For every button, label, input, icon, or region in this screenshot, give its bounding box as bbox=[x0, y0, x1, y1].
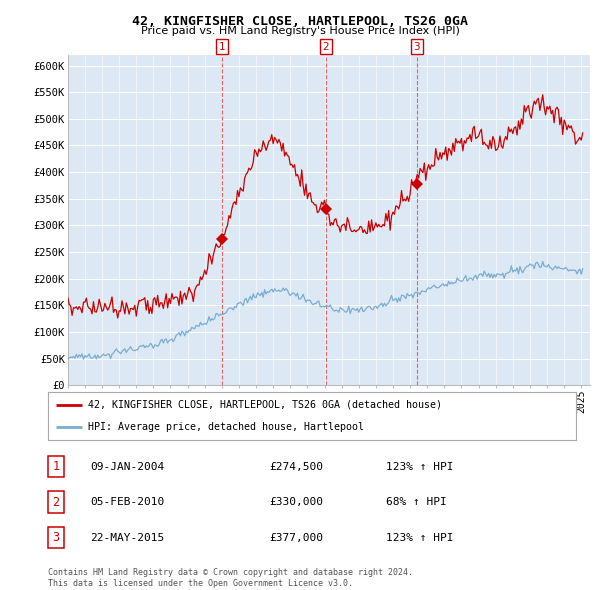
Text: £377,000: £377,000 bbox=[270, 533, 324, 543]
Text: 123% ↑ HPI: 123% ↑ HPI bbox=[386, 461, 454, 471]
Text: 3: 3 bbox=[52, 531, 59, 544]
Text: Price paid vs. HM Land Registry's House Price Index (HPI): Price paid vs. HM Land Registry's House … bbox=[140, 26, 460, 36]
Text: £274,500: £274,500 bbox=[270, 461, 324, 471]
Text: £330,000: £330,000 bbox=[270, 497, 324, 507]
Text: 2: 2 bbox=[52, 496, 59, 509]
Text: 3: 3 bbox=[413, 41, 420, 51]
Text: This data is licensed under the Open Government Licence v3.0.: This data is licensed under the Open Gov… bbox=[48, 579, 353, 588]
Text: 2: 2 bbox=[323, 41, 329, 51]
Text: 123% ↑ HPI: 123% ↑ HPI bbox=[386, 533, 454, 543]
Text: 42, KINGFISHER CLOSE, HARTLEPOOL, TS26 0GA (detached house): 42, KINGFISHER CLOSE, HARTLEPOOL, TS26 0… bbox=[88, 400, 442, 410]
Text: 42, KINGFISHER CLOSE, HARTLEPOOL, TS26 0GA: 42, KINGFISHER CLOSE, HARTLEPOOL, TS26 0… bbox=[132, 15, 468, 28]
Text: HPI: Average price, detached house, Hartlepool: HPI: Average price, detached house, Hart… bbox=[88, 422, 364, 432]
Text: Contains HM Land Registry data © Crown copyright and database right 2024.: Contains HM Land Registry data © Crown c… bbox=[48, 568, 413, 576]
Text: 05-FEB-2010: 05-FEB-2010 bbox=[90, 497, 164, 507]
Text: 68% ↑ HPI: 68% ↑ HPI bbox=[386, 497, 446, 507]
Text: 1: 1 bbox=[52, 460, 59, 473]
Text: 09-JAN-2004: 09-JAN-2004 bbox=[90, 461, 164, 471]
Text: 22-MAY-2015: 22-MAY-2015 bbox=[90, 533, 164, 543]
Text: 1: 1 bbox=[219, 41, 226, 51]
